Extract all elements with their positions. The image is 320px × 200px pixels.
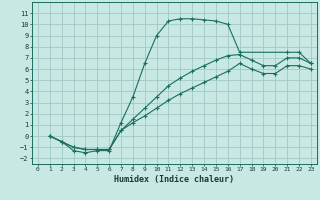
X-axis label: Humidex (Indice chaleur): Humidex (Indice chaleur): [115, 175, 234, 184]
